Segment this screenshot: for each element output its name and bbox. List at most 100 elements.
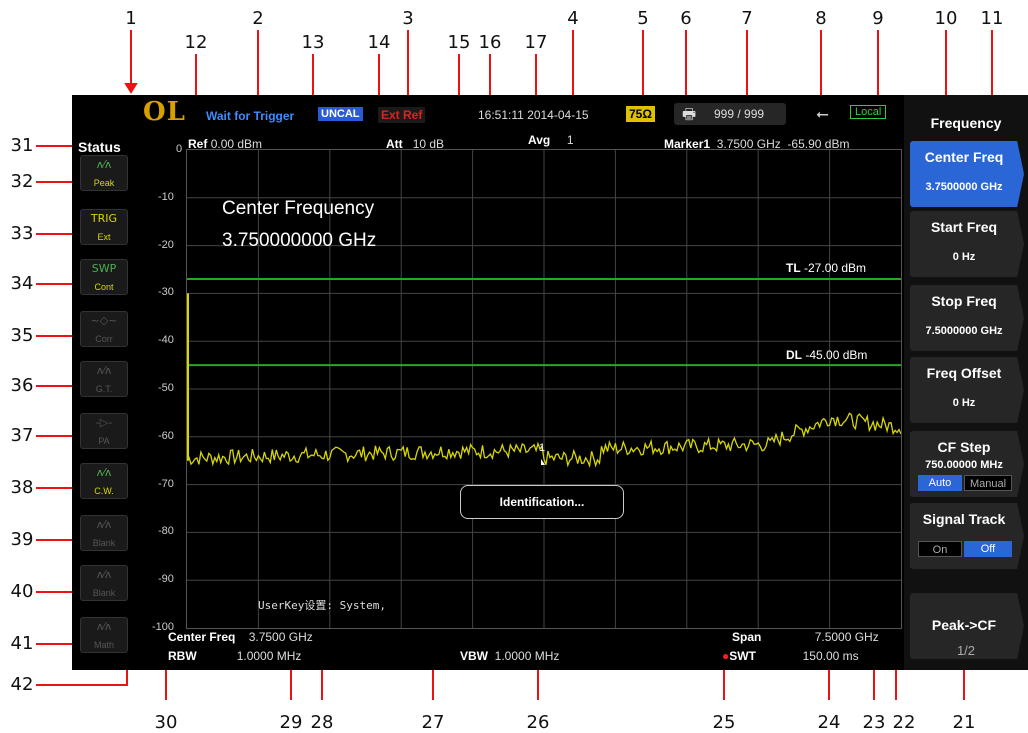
menu-key-label: Stop Freq [931, 293, 997, 309]
status-button-math[interactable]: ᴧ⁄ᴧ Math [80, 617, 128, 653]
callout-number: 26 [526, 712, 550, 733]
status-label: Ext [97, 232, 111, 242]
callout-number: 17 [524, 32, 548, 53]
menu-key-label: Peak->CF [931, 617, 997, 633]
span-readout: Span 7.5000 GHz [732, 630, 879, 644]
status-label: Cont [94, 282, 114, 292]
callout-number: 28 [310, 712, 334, 733]
status-button-blank[interactable]: ᴧ⁄ᴧ Blank [80, 515, 128, 551]
menu-key-label: Signal Track [922, 511, 1006, 527]
menu-key-signal-track[interactable]: Signal Track On Off [910, 503, 1024, 569]
menu-key-label: Freq Offset [926, 365, 1002, 381]
menu-key-value: 0 Hz [952, 251, 976, 263]
status-button-pa[interactable]: -▷- PA [80, 413, 128, 449]
y-tick-label: -50 [158, 382, 174, 394]
toggle-option-manual[interactable]: Manual [964, 475, 1012, 491]
status-button-cw[interactable]: ᴧ⁄ᴧ C.W. [80, 463, 128, 499]
callout-number: 7 [741, 8, 753, 29]
toggle-option-on[interactable]: On [918, 541, 962, 557]
status-button-corr[interactable]: ~◇~ Corr [80, 311, 128, 347]
menu-page-indicator[interactable]: 1/2 [956, 643, 976, 658]
status-icon: ᴧ⁄ᴧ [96, 158, 112, 171]
callout-number: 32 [10, 171, 34, 192]
display-line-label: DL -45.00 dBm [786, 348, 868, 362]
frequency-menu: Frequency Center Freq 3.7500000 GHz Start … [904, 95, 1028, 670]
menu-key-stop-freq[interactable]: Stop Freq 7.5000000 GHz [910, 285, 1024, 351]
status-label: PA [98, 436, 110, 446]
menu-key-start-freq[interactable]: Start Freq 0 Hz [910, 211, 1024, 277]
status-label: C.W. [94, 486, 114, 496]
callout-number: 15 [447, 32, 471, 53]
spectrum-plot[interactable] [186, 149, 902, 629]
sweep-time-readout: ●SWT 150.00 ms [722, 649, 859, 663]
status-icon: ᴧ⁄ᴧ [96, 518, 112, 531]
callout-number: 29 [279, 712, 303, 733]
ref-level: Ref 0.00 dBm [188, 137, 263, 151]
remote-status-badge: Local [850, 105, 887, 119]
y-tick-label: -90 [158, 573, 174, 586]
status-title: Status [78, 139, 121, 155]
system-datetime: 16:51:11 2014-04-15 [478, 108, 589, 122]
menu-key-label: Start Freq [930, 219, 998, 235]
menu-key-center-freq[interactable]: Center Freq 3.7500000 GHz [910, 141, 1024, 207]
callout-number: 33 [10, 223, 34, 244]
menu-key-freq-offset[interactable]: Freq Offset 0 Hz [910, 357, 1024, 423]
callout-number: 10 [934, 8, 958, 29]
status-label: Math [93, 640, 114, 650]
status-icon: ᴧ⁄ᴧ [96, 620, 112, 633]
menu-key-value: 0 Hz [952, 397, 976, 409]
menu-title: Frequency [930, 115, 1002, 131]
y-tick-label: -100 [152, 621, 175, 633]
callout-number: 35 [10, 325, 34, 346]
menu-key-value: 7.5000000 GHz [925, 325, 1003, 337]
print-count: 999 / 999 [714, 107, 765, 121]
y-tick-label: -80 [158, 525, 174, 538]
status-icon: ᴧ⁄ᴧ [96, 568, 112, 581]
callout-number: 12 [184, 32, 208, 53]
callout-number: 8 [815, 8, 827, 29]
vbw-readout: VBW 1.0000 MHz [460, 649, 560, 663]
attenuation: Att 10 dB [386, 137, 445, 151]
menu-key-label: CF Step [937, 439, 991, 455]
menu-key-value: 3.7500000 GHz [925, 181, 1003, 193]
spectrum-trace [186, 412, 902, 468]
status-button-gt[interactable]: ᴧ⁄ᴧ G.T. [80, 361, 128, 397]
callout-number: 22 [892, 712, 916, 733]
callout-number: 31 [10, 135, 34, 156]
rbw-readout: RBW 1.0000 MHz [168, 649, 302, 663]
sweep-indicator-dot: ● [722, 649, 730, 663]
usb-icon: ⭠ [816, 104, 829, 123]
toggle-option-auto[interactable]: Auto [918, 475, 962, 491]
status-icon: ᴧ⁄ᴧ [96, 364, 112, 377]
center-frequency-value: 3.750000000 GHz [222, 230, 377, 251]
y-tick-label: -20 [158, 238, 174, 251]
center-freq-readout: Center Freq 3.7500 GHz [168, 630, 313, 644]
toggle-option-off[interactable]: Off [964, 541, 1012, 557]
callout-number: 39 [10, 529, 34, 550]
marker-readout: Marker1 3.7500 GHz -65.90 dBm [664, 137, 850, 151]
identification-dialog: Identification... [460, 485, 624, 519]
callout-number: 34 [10, 273, 34, 294]
callout-number: 4 [567, 8, 579, 29]
spectrum-graticule [186, 150, 902, 628]
status-button-blank[interactable]: ᴧ⁄ᴧ Blank [80, 565, 128, 601]
menu-key-value: 750.00000 MHz [925, 459, 1003, 471]
status-panel: Status ᴧ⁄ᴧ Peak TRIG Ext SWP Cont ~◇~ Corr ᴧ⁄ᴧ G.… [72, 95, 140, 670]
menu-key-cf-step[interactable]: CF Step 750.00000 MHz Auto Manual [910, 431, 1024, 497]
trigger-status: Wait for Trigger [206, 109, 295, 123]
analyzer-screen: RIGOL Wait for Trigger UNCAL Ext Ref 16:… [72, 95, 1028, 670]
status-label: Blank [92, 588, 116, 598]
status-button-cont[interactable]: SWP Cont [80, 259, 128, 295]
callout-number: 37 [10, 425, 34, 446]
callout-number: 40 [10, 581, 34, 602]
callout-number: 9 [872, 8, 884, 29]
center-frequency-overlay: Center Frequency 3.750000000 GHz [222, 193, 376, 257]
y-tick-label: -10 [158, 190, 174, 203]
status-button-ext[interactable]: TRIG Ext [80, 209, 128, 245]
menu-key-peak-cf[interactable]: Peak->CF [910, 593, 1024, 659]
callout-number: 38 [10, 477, 34, 498]
uncal-badge: UNCAL [318, 107, 363, 121]
impedance-badge: 75Ω [626, 106, 655, 122]
callout-number: 2 [252, 8, 264, 29]
status-button-peak[interactable]: ᴧ⁄ᴧ Peak [80, 155, 128, 191]
